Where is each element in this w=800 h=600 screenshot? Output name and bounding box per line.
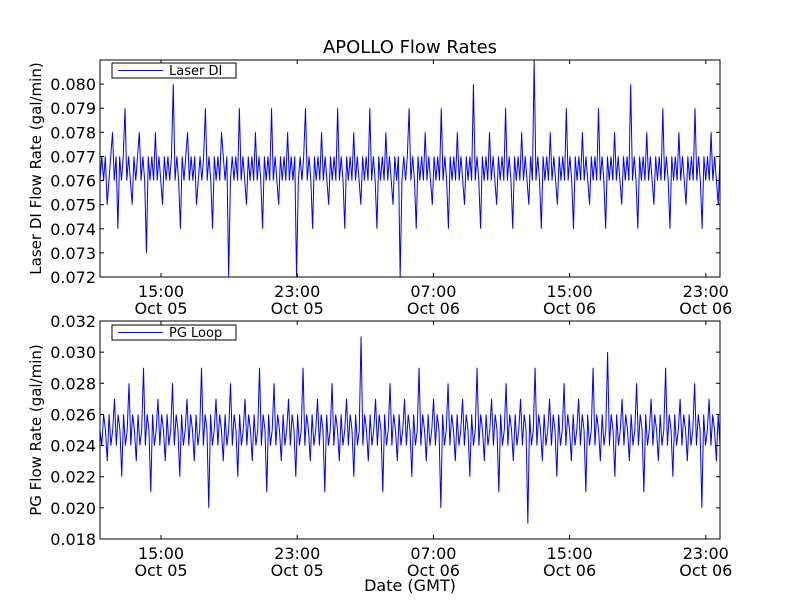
x-axis-label: Date (GMT) <box>364 576 456 595</box>
x-tick-date-laser: Oct 06 <box>407 299 460 318</box>
x-tick-date-laser: Oct 05 <box>134 299 187 318</box>
plot-area-laser <box>100 60 720 277</box>
series-line-pg-path <box>99 336 721 524</box>
y-tick-label-pg: 0.020 <box>50 499 96 518</box>
x-tick-time-laser: 07:00 <box>410 282 456 301</box>
legend-label-laser: Laser DI <box>169 64 222 79</box>
y-tick-label-laser: 0.075 <box>50 196 96 215</box>
y-tick-label-laser: 0.076 <box>50 172 96 191</box>
y-tick-label-pg: 0.032 <box>50 312 96 331</box>
y-tick-label-laser: 0.077 <box>50 147 96 166</box>
y-tick-label-pg: 0.018 <box>50 530 96 549</box>
y-axis-label-laser: Laser DI Flow Rate (gal/min) <box>27 62 45 274</box>
x-tick-date-pg: Oct 06 <box>407 561 460 580</box>
legend-laser: Laser DI <box>111 62 237 79</box>
x-tick-time-pg: 15:00 <box>138 544 184 563</box>
y-tick-label-pg: 0.026 <box>50 405 96 424</box>
panel-pg: 0.018 0.020 0.022 0.024 0.026 0.028 0.030 0.032… <box>27 312 732 580</box>
x-tick-date-laser: Oct 05 <box>271 299 324 318</box>
x-tick-date-laser: Oct 06 <box>679 299 732 318</box>
y-tick-label-laser: 0.080 <box>50 75 96 94</box>
y-tick-label-pg: 0.022 <box>50 468 96 487</box>
x-tick-time-laser: 15:00 <box>138 282 184 301</box>
x-tick-date-pg: Oct 06 <box>543 561 596 580</box>
series-line-pg <box>99 336 721 524</box>
x-tick-time-pg: 23:00 <box>274 544 320 563</box>
y-ticks-pg: 0.018 0.020 0.022 0.024 0.026 0.028 0.030 0.032 <box>50 312 720 549</box>
x-tick-time-pg: 15:00 <box>547 544 593 563</box>
x-tick-date-pg: Oct 06 <box>679 561 732 580</box>
x-tick-date-laser: Oct 06 <box>543 299 596 318</box>
legend-box-pg <box>111 324 237 341</box>
y-tick-label-pg: 0.030 <box>50 343 96 362</box>
y-axis-label-pg: PG Flow Rate (gal/min) <box>27 344 45 516</box>
chart-title: APOLLO Flow Rates <box>323 37 497 58</box>
y-ticks-laser: 0.072 0.073 0.074 0.075 0.076 0.077 0.078 0.079… <box>50 75 720 287</box>
y-tick-label-pg: 0.028 <box>50 374 96 393</box>
series-line-laser <box>99 59 721 278</box>
y-tick-label-pg: 0.024 <box>50 437 96 456</box>
legend-box-laser <box>111 62 237 79</box>
x-tick-time-pg: 07:00 <box>410 544 456 563</box>
y-tick-label-laser: 0.078 <box>50 123 96 142</box>
x-tick-date-pg: Oct 05 <box>134 561 187 580</box>
panel-laser: 0.072 0.073 0.074 0.075 0.076 0.077 0.078 0.079… <box>27 59 732 318</box>
y-tick-label-laser: 0.073 <box>50 244 96 263</box>
x-tick-time-pg: 23:00 <box>683 544 729 563</box>
series-line-laser-path <box>99 59 721 278</box>
x-tick-date-pg: Oct 05 <box>271 561 324 580</box>
x-tick-time-laser: 15:00 <box>547 282 593 301</box>
legend-label-pg: PG Loop <box>169 326 222 341</box>
y-tick-label-laser: 0.079 <box>50 99 96 118</box>
legend-pg: PG Loop <box>111 324 237 341</box>
plot-frame-pg <box>99 320 721 540</box>
y-tick-label-laser: 0.074 <box>50 220 96 239</box>
x-tick-time-laser: 23:00 <box>683 282 729 301</box>
x-tick-time-laser: 23:00 <box>274 282 320 301</box>
plot-frame-laser <box>99 59 721 278</box>
y-tick-label-laser: 0.072 <box>50 268 96 287</box>
